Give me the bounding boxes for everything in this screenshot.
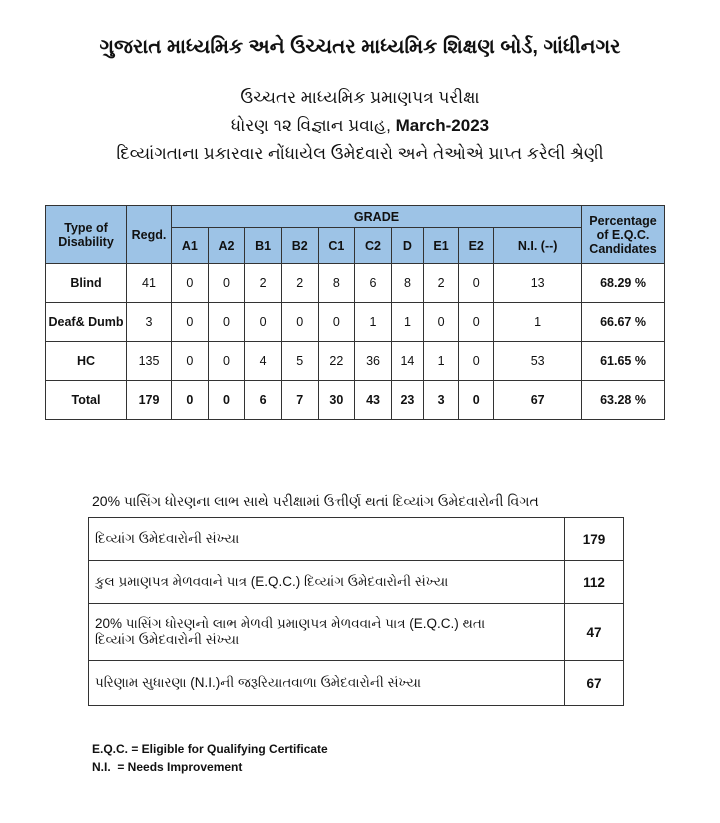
- grade-count: 0: [207, 380, 246, 420]
- eqc-percentage: 63.28 %: [581, 380, 665, 420]
- regd-count: 179: [126, 380, 172, 420]
- grade-count: 0: [207, 302, 246, 342]
- disability-type: Deaf& Dumb: [45, 302, 127, 342]
- table-row: Total 179 0 0 6 7 30 43 23 3 0 67 63.28 %: [45, 380, 665, 420]
- grade-header: E2: [458, 227, 495, 264]
- grade-count: 6: [354, 263, 392, 303]
- grade-count: 0: [280, 302, 319, 342]
- note-eqc: E.Q.C. = Eligible for Qualifying Certifi…: [92, 742, 328, 756]
- grade-count: 1: [390, 302, 425, 342]
- col-type: Type of Disability: [45, 205, 127, 264]
- detail-value: 67: [564, 660, 624, 706]
- col-grade: GRADE: [171, 205, 582, 228]
- board-title: ગુજરાત માધ્યમિક અને ઉચ્ચતર માધ્યમિક શિક્…: [99, 36, 621, 58]
- grade-count: 13: [493, 263, 582, 303]
- grade-count: 8: [390, 263, 425, 303]
- grade-count: 36: [354, 341, 392, 381]
- grade-count: 67: [493, 380, 582, 420]
- grade-count: 1: [422, 341, 460, 381]
- detail-value: 179: [564, 517, 624, 561]
- grade-count: 22: [317, 341, 356, 381]
- grade-count: 0: [171, 302, 209, 342]
- grade-count: 0: [207, 341, 246, 381]
- disability-type: Total: [45, 380, 127, 420]
- grade-header: C1: [317, 227, 356, 264]
- grade-count: 23: [390, 380, 425, 420]
- grade-header: B2: [280, 227, 319, 264]
- grade-header: E1: [422, 227, 460, 264]
- grade-count: 0: [458, 302, 495, 342]
- exam-title: ઉચ્ચતર માધ્યમિક પ્રમાણપત્ર પરીક્ષા: [240, 88, 480, 107]
- report-subtitle: દિવ્યાંગતાના પ્રકારવાર નોંધાયેલ ઉમેદવારો…: [116, 144, 604, 163]
- eqc-percentage: 68.29 %: [581, 263, 665, 303]
- grade-count: 7: [280, 380, 319, 420]
- grade-header: B1: [244, 227, 282, 264]
- eqc-percentage: 61.65 %: [581, 341, 665, 381]
- detail-value: 112: [564, 560, 624, 604]
- eqc-percentage: 66.67 %: [581, 302, 665, 342]
- grade-count: 0: [317, 302, 356, 342]
- table-row: Blind 41 0 0 2 2 8 6 8 2 0 13 68.29 %: [45, 263, 665, 303]
- grade-header: A1: [171, 227, 209, 264]
- detail-label: દિવ્યાંગ ઉમેદવારોની સંખ્યા: [88, 517, 565, 561]
- detail-value: 47: [564, 603, 624, 661]
- grade-count: 8: [317, 263, 356, 303]
- grade-count: 0: [171, 380, 209, 420]
- detail-heading: 20% પાસિંગ ધોરણના લાભ સાથે પરીક્ષામાં ઉત…: [92, 493, 539, 509]
- detail-label: કુલ પ્રમાણપત્ર મેળવવાને પાત્ર (E.Q.C.) દ…: [88, 560, 565, 604]
- grade-header: C2: [354, 227, 392, 264]
- grade-count: 1: [493, 302, 582, 342]
- grade-count: 14: [390, 341, 425, 381]
- session: March-2023: [395, 116, 490, 135]
- stream-title: ધોરણ ૧૨ વિજ્ઞાન પ્રવાહ, March-2023: [0, 116, 720, 136]
- detail-table: દિવ્યાંગ ઉમેદવારોની સંખ્યા 179 કુલ પ્રમાણ…: [88, 517, 624, 706]
- grade-count: 4: [244, 341, 282, 381]
- grade-count: 53: [493, 341, 582, 381]
- grade-header: A2: [207, 227, 246, 264]
- detail-label: 20% પાસિંગ ધોરણનો લાભ મેળવી પ્રમાણપત્ર મ…: [88, 603, 565, 661]
- col-regd: Regd.: [126, 205, 172, 264]
- grade-count: 6: [244, 380, 282, 420]
- grade-count: 3: [422, 380, 460, 420]
- grade-header: D: [390, 227, 425, 264]
- grade-count: 43: [354, 380, 392, 420]
- table-row: HC 135 0 0 4 5 22 36 14 1 0 53 61.65 %: [45, 341, 665, 381]
- regd-count: 135: [126, 341, 172, 381]
- regd-count: 41: [126, 263, 172, 303]
- grade-count: 2: [280, 263, 319, 303]
- col-pct: Percentage of E.Q.C. Candidates: [581, 205, 665, 264]
- grade-count: 30: [317, 380, 356, 420]
- grade-count: 0: [422, 302, 460, 342]
- detail-label: પરિણામ સુધારણા (N.I.)ની જરૂરિયાતવાળા ઉમે…: [88, 660, 565, 706]
- grade-count: 5: [280, 341, 319, 381]
- grade-count: 0: [458, 263, 495, 303]
- table-row: Deaf& Dumb 3 0 0 0 0 0 1 1 0 0 1 66.67 %: [45, 302, 665, 342]
- stream-text: ધોરણ ૧૨ વિજ્ઞાન પ્રવાહ,: [230, 116, 396, 135]
- grade-count: 0: [458, 380, 495, 420]
- grade-table: Type of Disability Regd. GRADE Percentag…: [45, 205, 665, 420]
- disability-type: HC: [45, 341, 127, 381]
- grade-count: 0: [171, 341, 209, 381]
- grade-count: 0: [207, 263, 246, 303]
- grade-count: 0: [458, 341, 495, 381]
- grade-count: 0: [171, 263, 209, 303]
- grade-count: 2: [422, 263, 460, 303]
- grade-count: 1: [354, 302, 392, 342]
- disability-type: Blind: [45, 263, 127, 303]
- grade-header: N.I. (--): [493, 227, 582, 264]
- grade-count: 0: [244, 302, 282, 342]
- regd-count: 3: [126, 302, 172, 342]
- grade-count: 2: [244, 263, 282, 303]
- note-ni: N.I. = Needs Improvement: [92, 760, 243, 774]
